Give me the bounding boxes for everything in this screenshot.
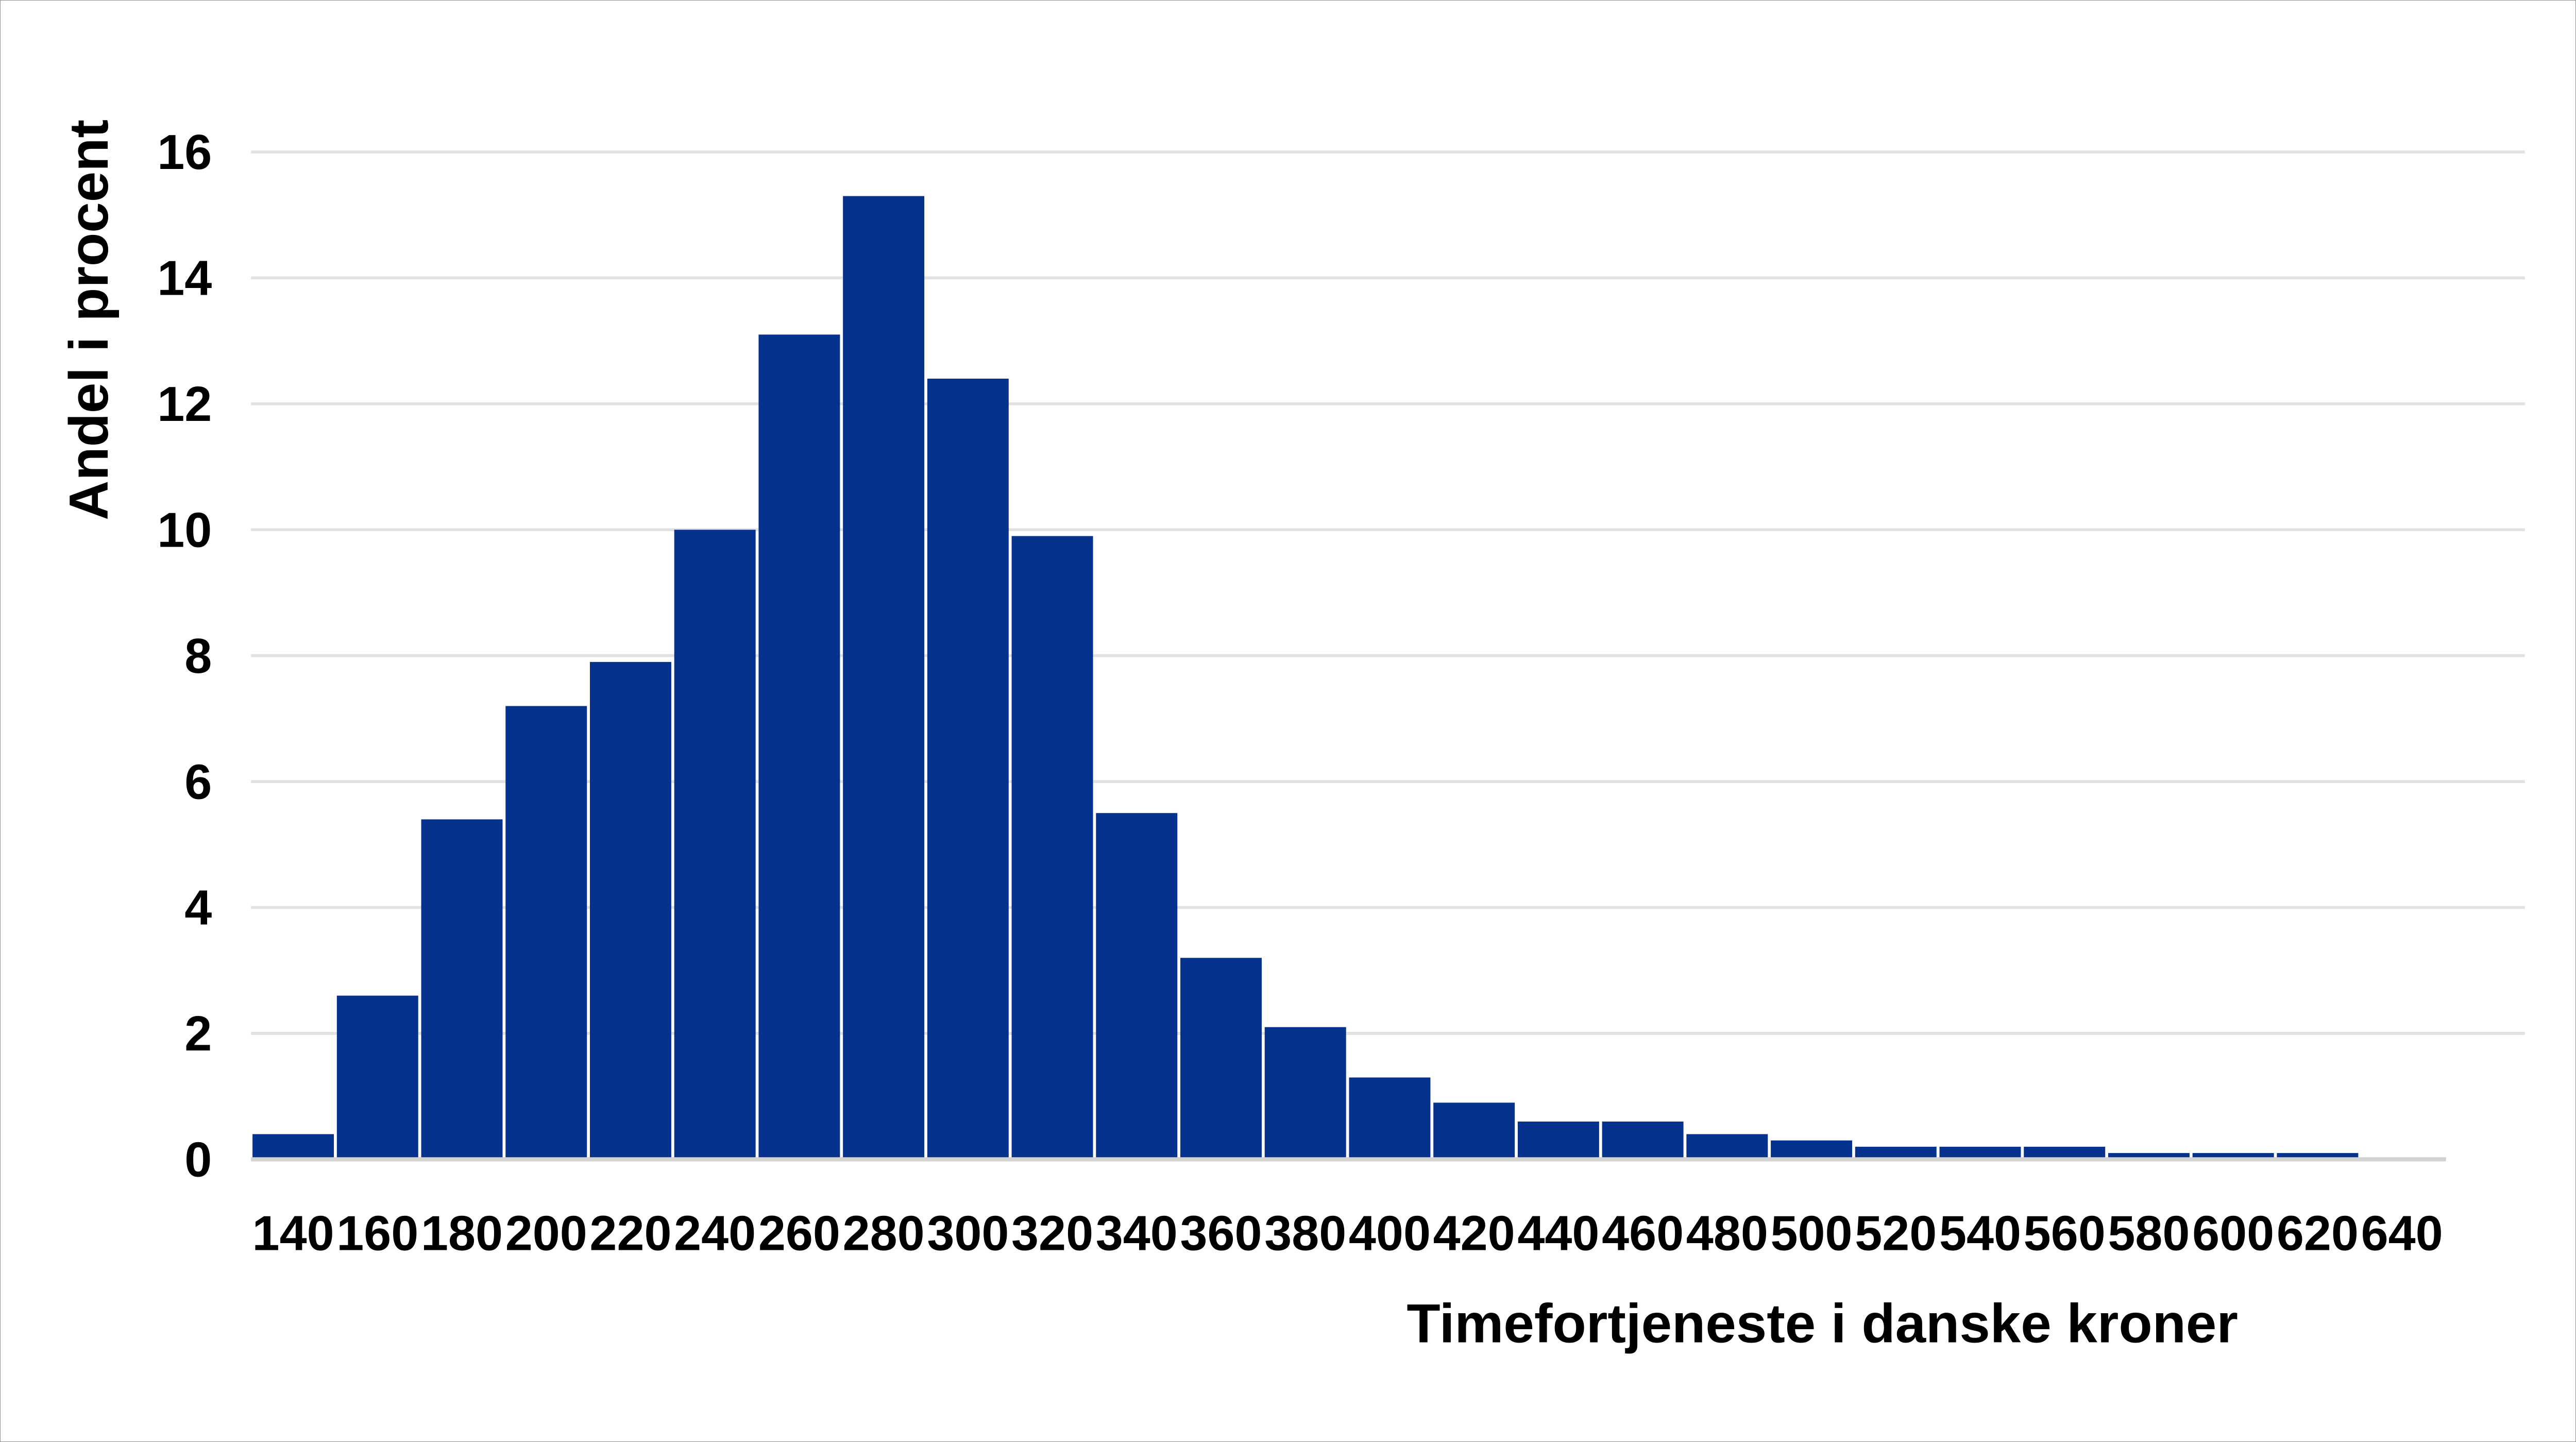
x-tick-label: 600 — [2192, 1207, 2274, 1261]
histogram-bar — [1349, 1077, 1431, 1160]
histogram-bar — [252, 1134, 334, 1160]
histogram-bar — [336, 995, 418, 1160]
x-tick-label: 180 — [421, 1207, 503, 1261]
x-tick-label: 580 — [2108, 1207, 2190, 1261]
x-tick-label: 420 — [1433, 1207, 1515, 1261]
x-tick-label: 140 — [252, 1207, 334, 1261]
x-axis-title: Timefortjeneste i danske kroner — [1406, 1293, 2238, 1354]
histogram-bar — [758, 334, 840, 1160]
histogram-bar — [1686, 1134, 1768, 1160]
histogram-bar — [1602, 1121, 1684, 1160]
x-tick-label: 280 — [843, 1207, 925, 1261]
histogram-bar — [927, 378, 1009, 1160]
histogram-bar — [589, 661, 671, 1160]
x-tick-label: 240 — [674, 1207, 756, 1261]
x-tick-label: 440 — [1517, 1207, 1599, 1261]
x-tick-label: 520 — [1855, 1207, 1937, 1261]
x-tick-label: 260 — [758, 1207, 840, 1261]
x-tick-label: 320 — [1011, 1207, 1093, 1261]
histogram-bar — [421, 819, 503, 1160]
y-tick-label: 16 — [157, 125, 212, 180]
histogram-bar — [843, 196, 925, 1160]
y-tick-label: 2 — [184, 1007, 212, 1061]
x-tick-labels: 140 160 180 200 220 240 260 280 300 320 340 360 380 4… — [252, 1207, 2443, 1261]
x-tick-label: 540 — [1939, 1207, 2021, 1261]
y-tick-labels: 0 2 4 6 8 10 12 14 16 — [157, 125, 212, 1187]
x-tick-label: 200 — [505, 1207, 587, 1261]
histogram-bar — [1517, 1121, 1599, 1160]
x-tick-label: 400 — [1349, 1207, 1431, 1261]
y-tick-label: 14 — [157, 251, 212, 306]
y-axis-title: Andel i procent — [58, 120, 120, 520]
x-tick-label: 480 — [1686, 1207, 1768, 1261]
histogram-bar — [674, 530, 756, 1160]
y-tick-label: 0 — [184, 1133, 212, 1187]
x-tick-label: 560 — [2024, 1207, 2106, 1261]
x-tick-label: 380 — [1264, 1207, 1346, 1261]
y-tick-label: 12 — [157, 377, 212, 432]
x-tick-label: 500 — [1771, 1207, 1853, 1261]
y-tick-label: 6 — [184, 755, 212, 809]
histogram-bar — [1180, 958, 1262, 1160]
x-tick-label: 460 — [1602, 1207, 1684, 1261]
histogram-bar — [1939, 1146, 2021, 1160]
y-tick-label: 8 — [184, 629, 212, 684]
histogram-bar — [1433, 1102, 1515, 1160]
histogram-bar — [1264, 1027, 1346, 1160]
x-tick-label: 160 — [336, 1207, 418, 1261]
histogram-bar — [2024, 1146, 2106, 1160]
histogram-bar — [1771, 1140, 1853, 1160]
x-tick-label: 340 — [1096, 1207, 1178, 1261]
x-tick-label: 640 — [2361, 1207, 2443, 1261]
y-tick-label: 10 — [157, 503, 212, 557]
histogram-bar — [1855, 1146, 1937, 1160]
bars — [252, 196, 2359, 1160]
x-tick-label: 300 — [927, 1207, 1009, 1261]
x-tick-label: 220 — [589, 1207, 671, 1261]
x-tick-label: 620 — [2277, 1207, 2359, 1261]
y-tick-label: 4 — [184, 881, 212, 936]
x-tick-label: 360 — [1180, 1207, 1262, 1261]
histogram-bar — [1096, 813, 1178, 1160]
histogram-bar — [1011, 536, 1093, 1160]
histogram-bar — [505, 706, 587, 1160]
